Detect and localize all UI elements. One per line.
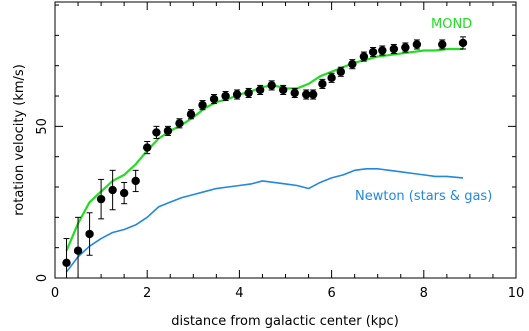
data-point: [175, 119, 184, 128]
data-point: [302, 90, 311, 99]
data-point: [348, 59, 357, 69]
y-tick-label: 0: [35, 274, 50, 282]
data-point: [336, 67, 346, 76]
data-point: [389, 44, 399, 54]
newton-series-label: Newton (stars & gas): [355, 189, 492, 204]
data-point: [163, 126, 173, 136]
data-point: [143, 143, 152, 152]
mond-line: [65, 47, 463, 252]
data-point: [412, 40, 422, 49]
data-point: [73, 246, 83, 255]
data-point: [327, 73, 336, 83]
data-point: [267, 81, 276, 90]
x-axis-label: distance from galactic center (kpc): [171, 314, 399, 329]
data-point: [318, 79, 327, 89]
data-point: [119, 188, 129, 198]
data-point: [209, 94, 219, 104]
data-point: [221, 91, 230, 101]
data-point: [108, 185, 117, 195]
data-point: [186, 110, 196, 119]
data-point: [244, 88, 253, 98]
data-point: [255, 85, 265, 95]
data-point: [378, 46, 387, 55]
x-tick-label: 4: [235, 286, 243, 301]
data-point: [198, 100, 207, 110]
data-point: [62, 258, 71, 268]
x-tick-label: 8: [420, 286, 428, 301]
data-point: [359, 52, 369, 61]
y-tick-label: 50: [35, 118, 50, 135]
axis-ticks: [54, 2, 517, 279]
data-point: [401, 43, 410, 52]
error-bars: [63, 36, 466, 279]
data-point: [438, 40, 447, 49]
data-point: [152, 128, 161, 137]
data-point: [131, 176, 140, 186]
axis-tick-labels: 0 2 4 6 8 10 0 50: [35, 118, 524, 301]
x-tick-label: 10: [508, 286, 525, 301]
data-point: [458, 38, 468, 48]
data-point: [85, 229, 94, 239]
x-tick-label: 0: [51, 286, 59, 301]
newton-line: [65, 168, 464, 273]
data-point: [278, 85, 288, 95]
data-point: [96, 194, 106, 204]
data-point: [368, 47, 378, 57]
x-tick-label: 2: [143, 286, 151, 301]
data-point: [232, 90, 242, 99]
data-points: [62, 38, 468, 268]
data-point: [308, 90, 318, 99]
x-tick-label: 6: [327, 286, 335, 301]
series-lines: [65, 47, 464, 273]
mond-series-label: MOND: [431, 17, 472, 32]
data-point: [290, 88, 299, 98]
plot-frame: [54, 1, 517, 279]
y-axis-label: rotation velocity (km/s): [12, 64, 27, 216]
